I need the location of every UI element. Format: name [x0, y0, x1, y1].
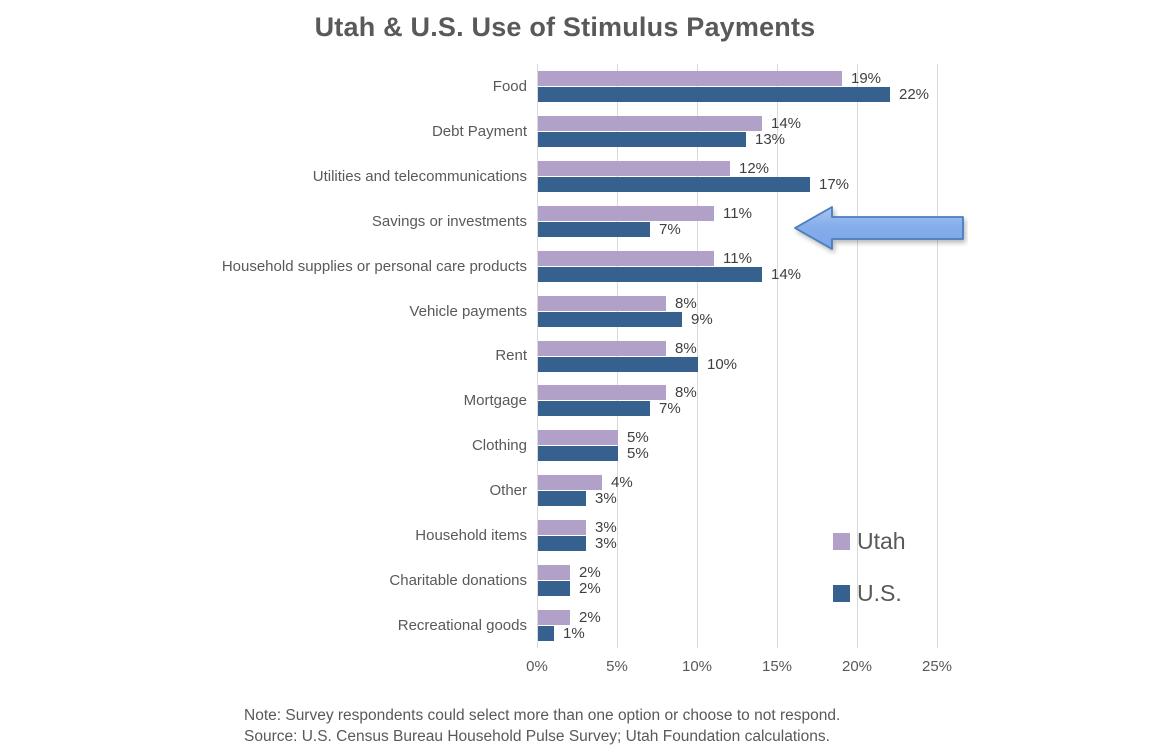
legend-entry-us: U.S. [833, 580, 902, 607]
value-label: 1% [563, 625, 585, 643]
legend-entry-utah: Utah [833, 528, 906, 555]
value-label: 11% [723, 204, 752, 222]
bar-us [538, 581, 570, 597]
footnote: Note: Survey respondents could select mo… [244, 705, 840, 747]
bar-utah [538, 610, 570, 626]
gridline [777, 64, 778, 648]
category-label: Household supplies or personal care prod… [221, 257, 527, 275]
footnote-note: Note: Survey respondents could select mo… [244, 707, 841, 724]
value-label: 19% [851, 69, 882, 87]
value-label: 13% [755, 130, 786, 148]
bar-utah [538, 160, 730, 176]
value-label: 2% [579, 564, 601, 582]
value-label: 5% [627, 445, 649, 463]
value-label: 11% [723, 249, 752, 267]
bar-utah [538, 430, 618, 446]
value-label: 3% [595, 490, 617, 508]
x-axis-tick-label: 20% [841, 658, 873, 675]
bar-us [538, 446, 618, 462]
bar-utah [538, 115, 762, 131]
bar-us [538, 86, 890, 102]
category-label: Charitable donations [389, 572, 527, 590]
value-label: 2% [579, 609, 601, 627]
value-label: 14% [771, 265, 802, 283]
value-label: 3% [595, 535, 617, 553]
value-label: 8% [675, 384, 697, 402]
bar-utah [538, 250, 714, 266]
value-label: 8% [675, 339, 697, 357]
bar-utah [538, 205, 714, 221]
gridline [937, 64, 938, 648]
value-label: 10% [707, 355, 738, 373]
category-label: Vehicle payments [409, 302, 527, 320]
gridline [857, 64, 858, 648]
bar-us [538, 131, 746, 147]
value-label: 4% [611, 474, 633, 492]
x-axis-tick-label: 5% [606, 658, 628, 675]
x-axis-tick-label: 10% [681, 658, 713, 675]
category-label: Household items [415, 527, 527, 545]
category-label: Mortgage [463, 392, 527, 410]
legend-label: U.S. [857, 580, 902, 606]
value-label: 9% [691, 310, 713, 328]
value-label: 7% [659, 400, 681, 418]
value-label: 2% [579, 580, 601, 598]
bar-utah [538, 385, 666, 401]
bar-utah [538, 565, 570, 581]
value-label: 14% [771, 114, 802, 132]
value-label: 17% [819, 175, 850, 193]
bar-utah [538, 340, 666, 356]
category-label: Other [489, 482, 527, 500]
bar-us [538, 176, 810, 192]
x-axis-tick-label: 15% [761, 658, 793, 675]
bar-us [538, 356, 698, 372]
bar-us [538, 266, 762, 282]
value-label: 22% [899, 85, 930, 103]
category-label: Debt Payment [431, 122, 527, 140]
bar-utah [538, 70, 842, 86]
bar-us [538, 536, 586, 552]
highlight-arrow [792, 203, 968, 255]
legend-label: Utah [857, 528, 906, 554]
category-label: Food [492, 77, 527, 95]
x-axis-tick-label: 0% [526, 658, 548, 675]
bar-us [538, 311, 682, 327]
legend-swatch [833, 533, 850, 550]
gridline [537, 64, 538, 648]
bar-utah [538, 295, 666, 311]
footnote-source: Source: U.S. Census Bureau Household Pul… [244, 728, 830, 745]
category-label: Savings or investments [371, 212, 527, 230]
bar-us [538, 221, 650, 237]
left-arrow-shape [794, 206, 964, 250]
value-label: 5% [627, 429, 649, 447]
category-label: Recreational goods [397, 617, 527, 635]
value-label: 3% [595, 519, 617, 537]
x-axis-tick-label: 25% [921, 658, 953, 675]
bar-utah [538, 475, 602, 491]
bar-us [538, 491, 586, 507]
value-label: 12% [739, 159, 770, 177]
gridline [697, 64, 698, 648]
category-label: Rent [495, 347, 527, 365]
gridline [617, 64, 618, 648]
category-label: Utilities and telecommunications [312, 167, 527, 185]
value-label: 8% [675, 294, 697, 312]
value-label: 7% [659, 220, 681, 238]
chart-title: Utah & U.S. Use of Stimulus Payments [314, 12, 816, 42]
bar-us [538, 626, 554, 642]
legend-swatch [833, 585, 850, 602]
bar-utah [538, 520, 586, 536]
category-label: Clothing [471, 437, 527, 455]
bar-us [538, 401, 650, 417]
